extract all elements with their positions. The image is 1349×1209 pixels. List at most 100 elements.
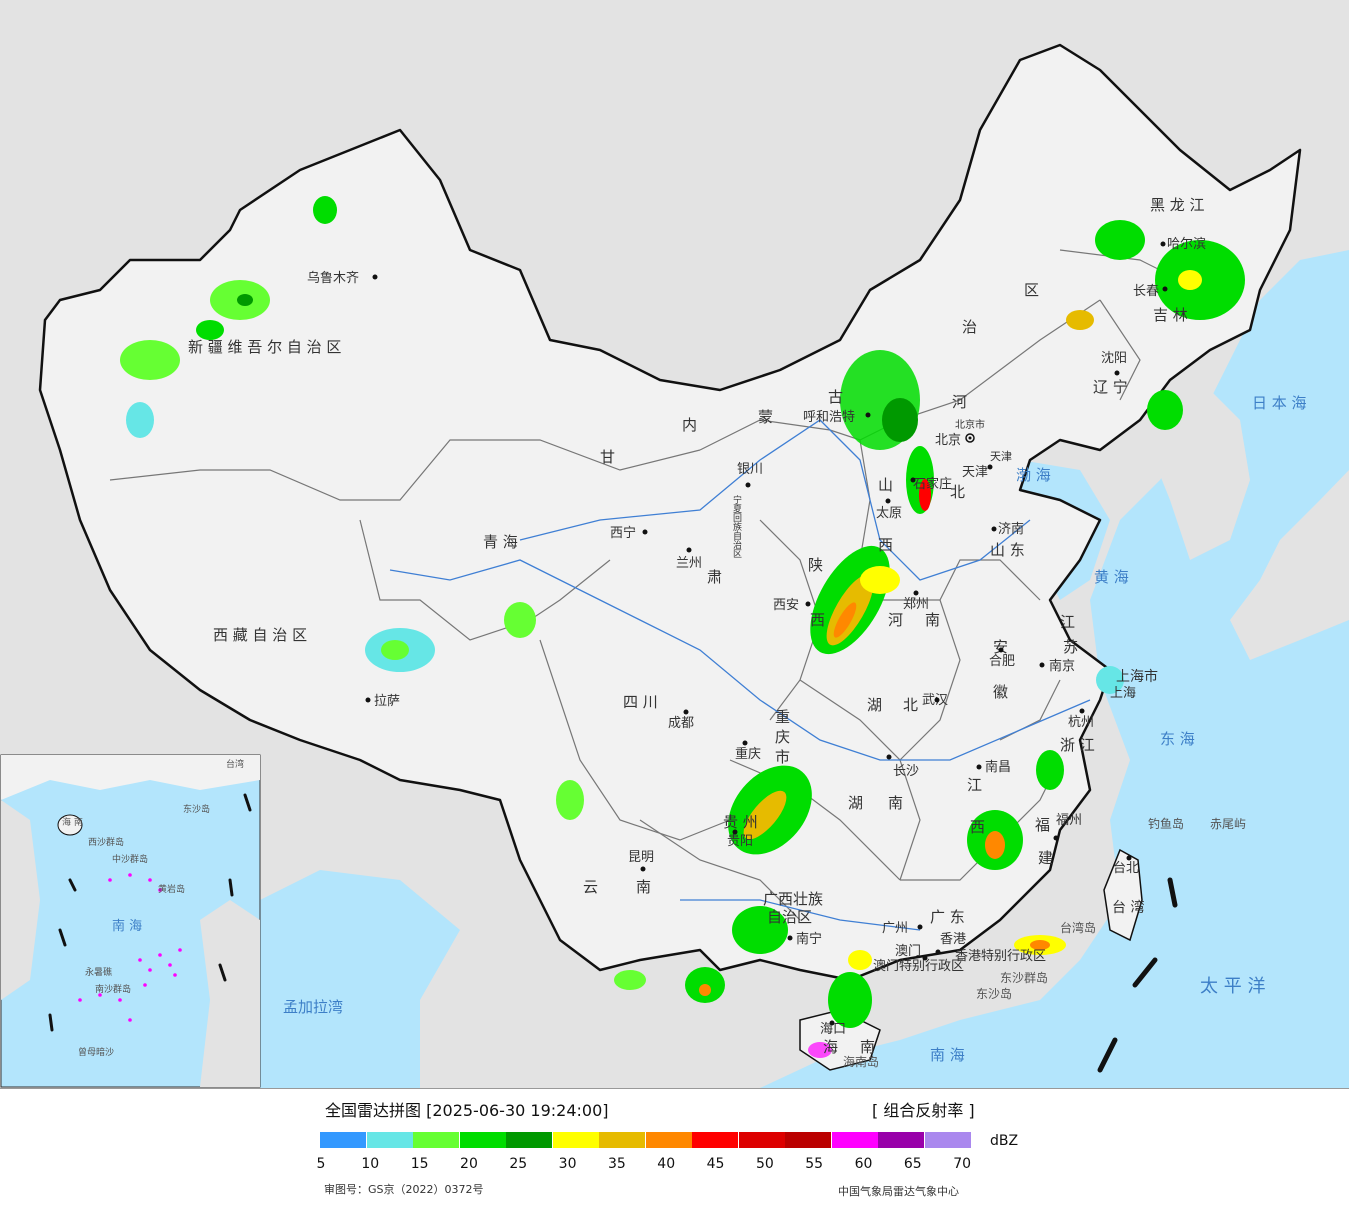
color-swatch <box>459 1132 506 1148</box>
city-label: 广州 <box>882 921 908 936</box>
city-label: 台北 <box>1113 861 1139 876</box>
region-label: 湖 <box>867 696 882 714</box>
inset-label: 东沙岛 <box>183 803 210 815</box>
radar-echoes <box>120 196 1245 1058</box>
city-label: 西安 <box>773 598 799 613</box>
region-label: 广西壮族 <box>763 890 823 908</box>
city-label: 长沙 <box>893 764 919 779</box>
region-label: 南 <box>636 878 651 896</box>
scale-tick: 25 <box>509 1156 528 1172</box>
region-label: 北 <box>903 696 918 714</box>
region-label: 肃 <box>707 568 722 586</box>
island-label: 海南岛 <box>843 1054 879 1069</box>
city-label: 兰州 <box>676 556 702 571</box>
region-label: 新 疆 维 吾 尔 自 治 区 <box>188 338 341 356</box>
region-label: 自治区 <box>767 908 812 926</box>
city-label: 乌鲁木齐 <box>307 270 359 286</box>
legend-title: 全国雷达拼图 [2025-06-30 19:24:00] <box>325 1101 609 1120</box>
sea-label: 太 平 洋 <box>1200 976 1265 997</box>
region-label: 南 <box>925 611 940 629</box>
region-label: 青 海 <box>483 533 518 551</box>
color-swatch <box>599 1132 645 1148</box>
color-swatch <box>552 1132 599 1148</box>
region-label: 吉 林 <box>1153 306 1188 324</box>
inset-label: 南沙群岛 <box>95 983 131 995</box>
legend-panel: 全国雷达拼图 [2025-06-30 19:24:00] [ 组合反射率 ] d… <box>0 1088 1349 1209</box>
city-dots <box>365 241 1168 1026</box>
inset-label: 西沙群岛 <box>88 836 124 848</box>
region-label: 湖 <box>848 794 863 812</box>
region-label: 重 <box>775 708 790 726</box>
city-label: 澳门 <box>895 943 921 959</box>
city-label: 昆明 <box>628 850 654 865</box>
region-label: 澳门特别行政区 <box>873 958 964 974</box>
city-label: 福州 <box>1056 813 1082 828</box>
scale-tick: 30 <box>558 1156 577 1172</box>
city-label: 贵阳 <box>727 834 753 849</box>
region-label: 南 <box>860 1038 875 1056</box>
region-label: 山 <box>878 476 893 494</box>
review-number: 审图号：GS京（2022）0372号 <box>324 1183 484 1196</box>
scale-tick: 45 <box>706 1156 725 1172</box>
rivers <box>389 419 1091 931</box>
region-label: 云 <box>583 878 598 896</box>
city-label: 杭州 <box>1068 715 1094 730</box>
inset-label: 黄岩岛 <box>158 883 185 895</box>
region-label: 古 <box>828 388 843 406</box>
inset-label: 海 南 <box>62 816 83 828</box>
city-label: 长春 <box>1133 284 1159 299</box>
taiwan-land <box>1103 848 1143 942</box>
scale-tick: 35 <box>607 1156 626 1172</box>
city-label: 拉萨 <box>374 694 400 709</box>
color-swatch <box>878 1132 924 1148</box>
island-label: 台湾岛 <box>1060 920 1096 935</box>
nine-dash-line <box>1097 877 1178 1073</box>
island-label: 东沙群岛 <box>1000 970 1048 985</box>
city-label: 成都 <box>668 716 694 731</box>
island-label: 赤尾屿 <box>1210 817 1246 831</box>
region-label: 徽 <box>993 683 1008 701</box>
scale-tick: 5 <box>316 1156 326 1172</box>
region-label: 江 <box>1060 613 1075 631</box>
region-label: 治 <box>962 318 977 336</box>
region-label: 北京市 <box>955 418 985 431</box>
region-label: 天津 <box>990 450 1012 463</box>
region-label: 陕 <box>808 556 823 574</box>
inset-label: 曾母暗沙 <box>78 1046 114 1058</box>
city-label: 银川 <box>737 462 763 477</box>
color-swatch <box>413 1132 459 1148</box>
inset-label: 南 海 <box>112 918 142 934</box>
sea-label: 日 本 海 <box>1252 394 1307 412</box>
city-label: 哈尔滨 <box>1167 236 1206 252</box>
region-label: 北 <box>950 483 965 501</box>
region-label: 西 藏 自 治 区 <box>213 626 307 644</box>
sea-label: 黄 海 <box>1094 568 1129 586</box>
region-label: 香港特别行政区 <box>955 949 1046 964</box>
region-label: 江 <box>967 776 982 794</box>
city-label: 济南 <box>998 521 1024 537</box>
japan-land <box>1230 470 1349 660</box>
radar-map: 新 疆 维 吾 尔 自 治 区 西 藏 自 治 区 青 海 甘 肃 内 蒙 古 … <box>0 0 1349 1088</box>
region-label: 河 <box>952 393 967 411</box>
sea-label: 东 海 <box>1160 730 1195 748</box>
region-label: 辽 宁 <box>1093 378 1128 396</box>
city-label: 海口 <box>820 1022 846 1037</box>
region-label: 广 东 <box>930 908 965 926</box>
city-label: 西宁 <box>610 525 636 541</box>
inset-label: 台湾 <box>226 758 244 770</box>
sea-label: 孟加拉湾 <box>283 998 343 1016</box>
region-label: 福 <box>1035 816 1050 834</box>
color-swatch <box>924 1132 971 1148</box>
agency-name: 中国气象局雷达气象中心 <box>838 1185 959 1198</box>
city-label: 南宁 <box>796 931 822 947</box>
region-label: 建 <box>1038 849 1053 867</box>
region-label: 浙 江 <box>1060 736 1095 754</box>
region-label: 市 <box>775 748 790 766</box>
region-label: 西 <box>810 611 825 629</box>
city-label: 重庆 <box>735 746 761 762</box>
city-label: 天津 <box>962 465 988 480</box>
color-swatch <box>785 1132 831 1148</box>
city-label: 合肥 <box>989 654 1015 669</box>
city-label: 石家庄 <box>913 476 952 492</box>
region-label: 甘 <box>600 448 615 466</box>
